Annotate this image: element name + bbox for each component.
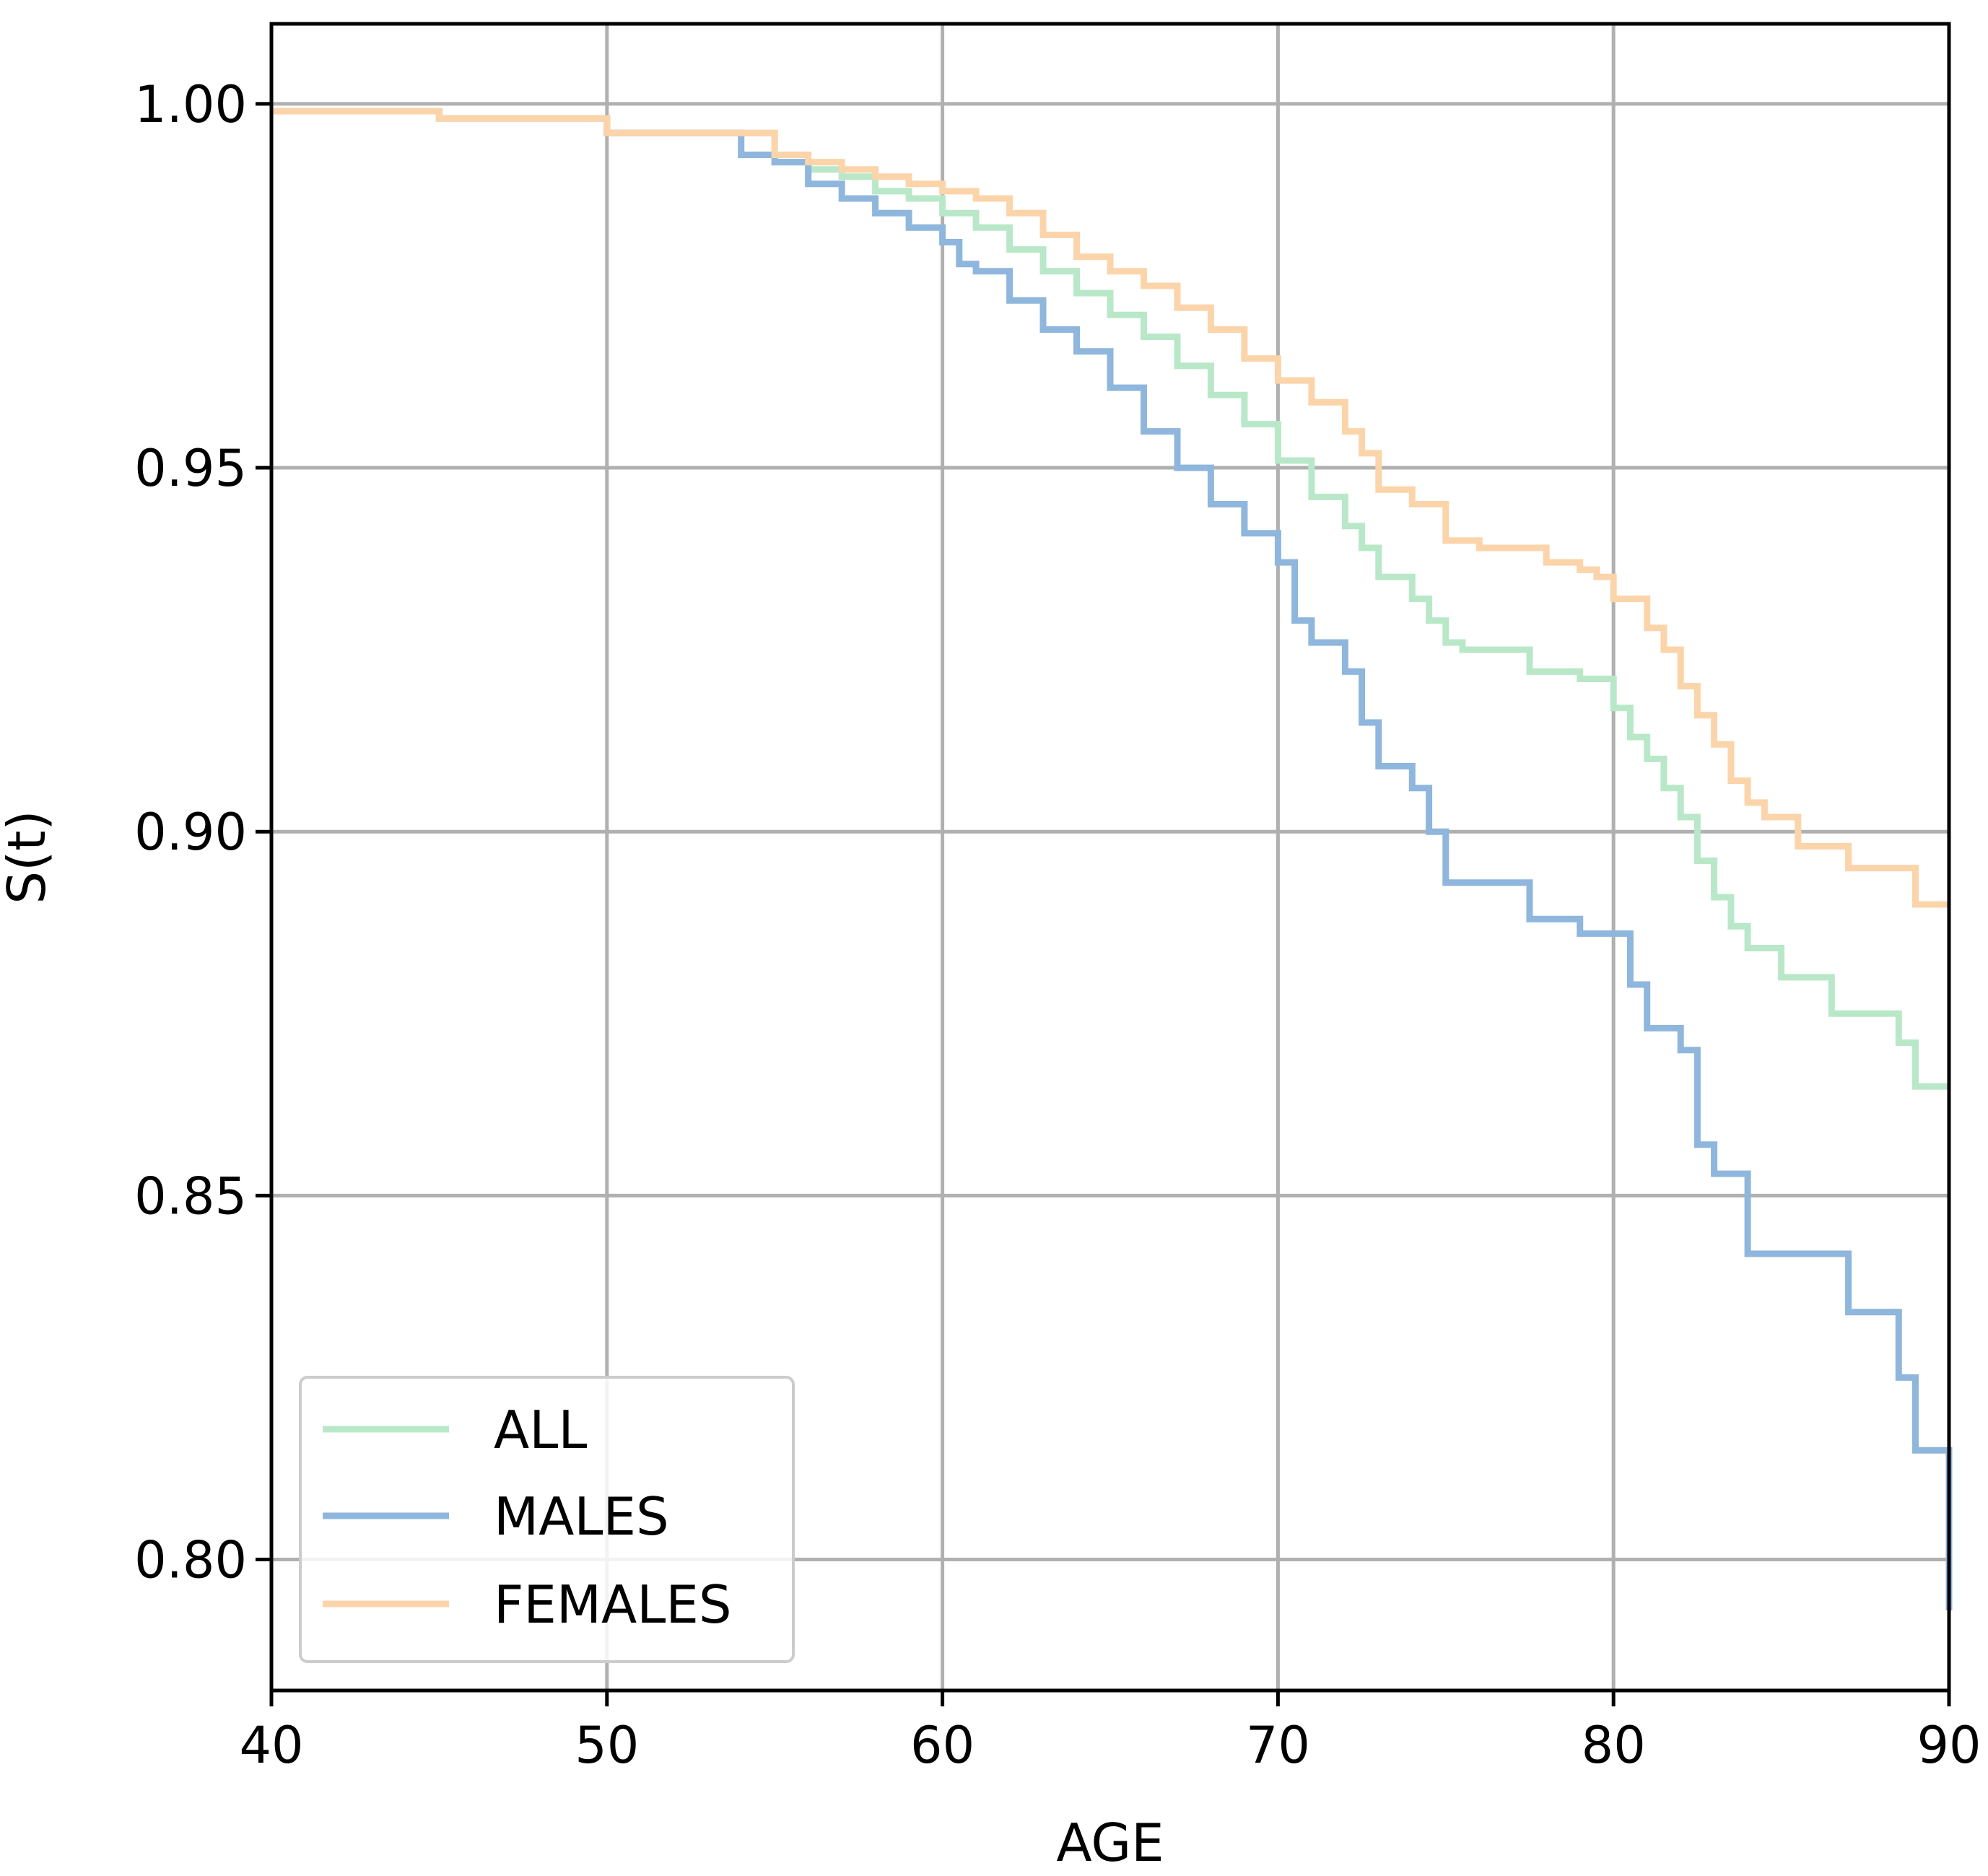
series-line-males	[271, 108, 1953, 1611]
legend: ALL MALES FEMALES	[299, 1376, 795, 1663]
x-tick-label: 50	[575, 1716, 639, 1775]
legend-label-all: ALL	[494, 1400, 587, 1460]
x-tick-label: 90	[1917, 1716, 1981, 1775]
x-tick-label: 60	[910, 1716, 975, 1775]
series-layer	[271, 108, 1953, 1611]
plot-frame	[269, 22, 1951, 1693]
y-tick-label: 1.00	[134, 75, 247, 134]
legend-label-males: MALES	[494, 1486, 669, 1547]
legend-label-females: FEMALES	[494, 1574, 732, 1635]
y-tick-label: 0.80	[134, 1531, 247, 1590]
y-axis-title: S(t)	[0, 810, 57, 904]
legend-box	[299, 1376, 795, 1663]
x-axis: 40 50 60 70 80 90	[239, 1690, 1982, 1775]
y-axis: 0.80 0.85 0.90 0.95 1.00	[134, 75, 271, 1590]
y-tick-label: 0.85	[134, 1166, 247, 1226]
y-tick-label: 0.95	[134, 439, 247, 498]
x-axis-title: AGE	[1056, 1812, 1164, 1873]
y-tick-label: 0.90	[134, 803, 247, 862]
series-line-all	[271, 108, 1949, 1090]
x-tick-label: 70	[1246, 1716, 1310, 1775]
x-tick-label: 80	[1582, 1716, 1646, 1775]
x-tick-label: 40	[239, 1716, 303, 1775]
series-line-females	[271, 108, 1949, 908]
